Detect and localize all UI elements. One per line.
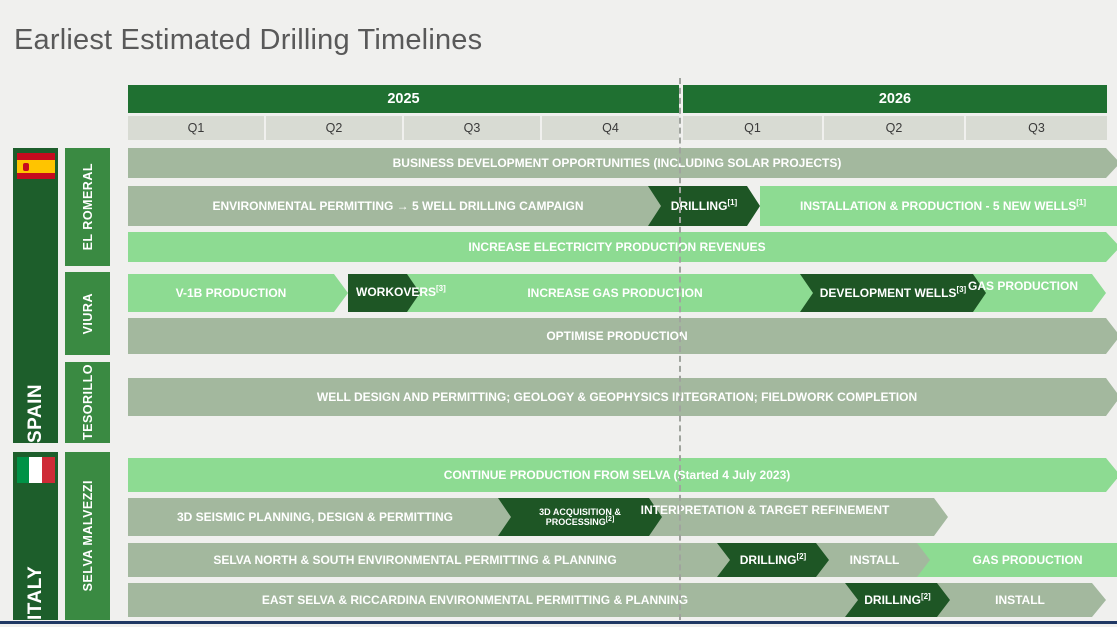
- label-workovers: WORKOVERS[3]: [356, 284, 446, 300]
- project-label-selva-malvezzi: SELVA MALVEZZI: [80, 480, 95, 592]
- italy-flag-icon: [16, 457, 55, 483]
- bar-environmental-permitting: ENVIRONMENTAL PERMITTING → 5 WELL DRILLI…: [128, 186, 688, 226]
- label-install-selva-ns: INSTALL: [849, 553, 900, 567]
- project-block-selva-malvezzi: SELVA MALVEZZI: [65, 452, 110, 620]
- label-gas-production-viura: GAS PRODUCTION: [967, 279, 1078, 293]
- quarter-header-2025-q1: Q1: [128, 116, 264, 140]
- label-3d-seismic-planning: 3D SEISMIC PLANNING, DESIGN & PERMITTING: [176, 510, 454, 524]
- bar-drilling-el-romeral: DRILLING[1]: [648, 186, 760, 226]
- bar-well-design: WELL DESIGN AND PERMITTING; GEOLOGY & GE…: [128, 378, 1117, 416]
- quarter-header-2026-q1: Q1: [683, 116, 822, 140]
- footnote-sup: [1]: [1076, 197, 1086, 207]
- footnote-sup: [3]: [436, 284, 446, 294]
- label-install-east-selva: INSTALL: [995, 593, 1045, 607]
- year-divider-dashed-line: [679, 78, 681, 620]
- year-header-2026: 2026: [683, 85, 1107, 113]
- bar-optimise-production: OPTIMISE PRODUCTION: [128, 318, 1117, 354]
- label-interpretation-target: INTERPRETATION & TARGET REFINEMENT: [640, 503, 890, 517]
- label-increase-gas-production: INCREASE GAS PRODUCTION: [527, 286, 703, 300]
- bar-drilling-east-selva: DRILLING[2]: [845, 583, 950, 617]
- quarter-header-2026-q2: Q2: [824, 116, 964, 140]
- bar-installation-production: INSTALLATION & PRODUCTION - 5 NEW WELLS[…: [760, 186, 1117, 226]
- bar-continue-production-selva: CONTINUE PRODUCTION FROM SELVA (Started …: [128, 458, 1117, 492]
- country-label-spain: SPAIN: [24, 383, 46, 443]
- project-label-tesorillo: TESORILLO: [80, 364, 95, 441]
- year-header-2025: 2025: [128, 85, 679, 113]
- quarter-header-2026-q3: Q3: [966, 116, 1107, 140]
- bar-drilling-selva-ns: DRILLING[2]: [717, 543, 829, 577]
- country-label-italy: ITALY: [24, 565, 46, 620]
- label-east-selva: EAST SELVA & RICCARDINA ENVIRONMENTAL PE…: [261, 593, 689, 607]
- quarter-header-2025-q2: Q2: [266, 116, 402, 140]
- footnote-sup: [2]: [796, 551, 807, 561]
- bar-v1b-production: V-1B PRODUCTION: [128, 274, 348, 312]
- footnote-sup: [1]: [727, 197, 738, 207]
- footnote-sup: [2]: [605, 516, 615, 523]
- bar-increase-electricity: INCREASE ELECTRICITY PRODUCTION REVENUES: [128, 232, 1117, 262]
- bar-business-development: BUSINESS DEVELOPMENT OPPORTUNITIES (INCL…: [128, 148, 1117, 178]
- bar-workovers: [348, 274, 420, 312]
- spain-flag-icon: [16, 153, 55, 179]
- project-label-el-romeral: EL ROMERAL: [80, 163, 95, 251]
- spain-flag-emblem: [22, 162, 29, 171]
- country-block-italy: ITALY: [13, 452, 58, 620]
- bar-development-wells: DEVELOPMENT WELLS[3]: [800, 274, 986, 312]
- footnote-sup: [3]: [956, 284, 967, 294]
- page-title: Earliest Estimated Drilling Timelines: [14, 24, 483, 56]
- project-label-viura: VIURA: [80, 292, 95, 335]
- quarter-header-2025-q4: Q4: [542, 116, 679, 140]
- quarter-header-2025-q3: Q3: [404, 116, 540, 140]
- project-block-tesorillo: TESORILLO: [65, 362, 110, 443]
- footer-rule: [0, 621, 1117, 624]
- bar-gas-production-selva: GAS PRODUCTION: [917, 543, 1117, 577]
- project-block-viura: VIURA: [65, 272, 110, 355]
- project-block-el-romeral: EL ROMERAL: [65, 148, 110, 266]
- label-selva-north-south: SELVA NORTH & SOUTH ENVIRONMENTAL PERMIT…: [213, 553, 617, 567]
- bar-3d-acquisition-processing: 3D ACQUISITION & PROCESSING[2]: [498, 498, 662, 536]
- footnote-sup: [2]: [920, 591, 931, 601]
- country-block-spain: SPAIN: [13, 148, 58, 443]
